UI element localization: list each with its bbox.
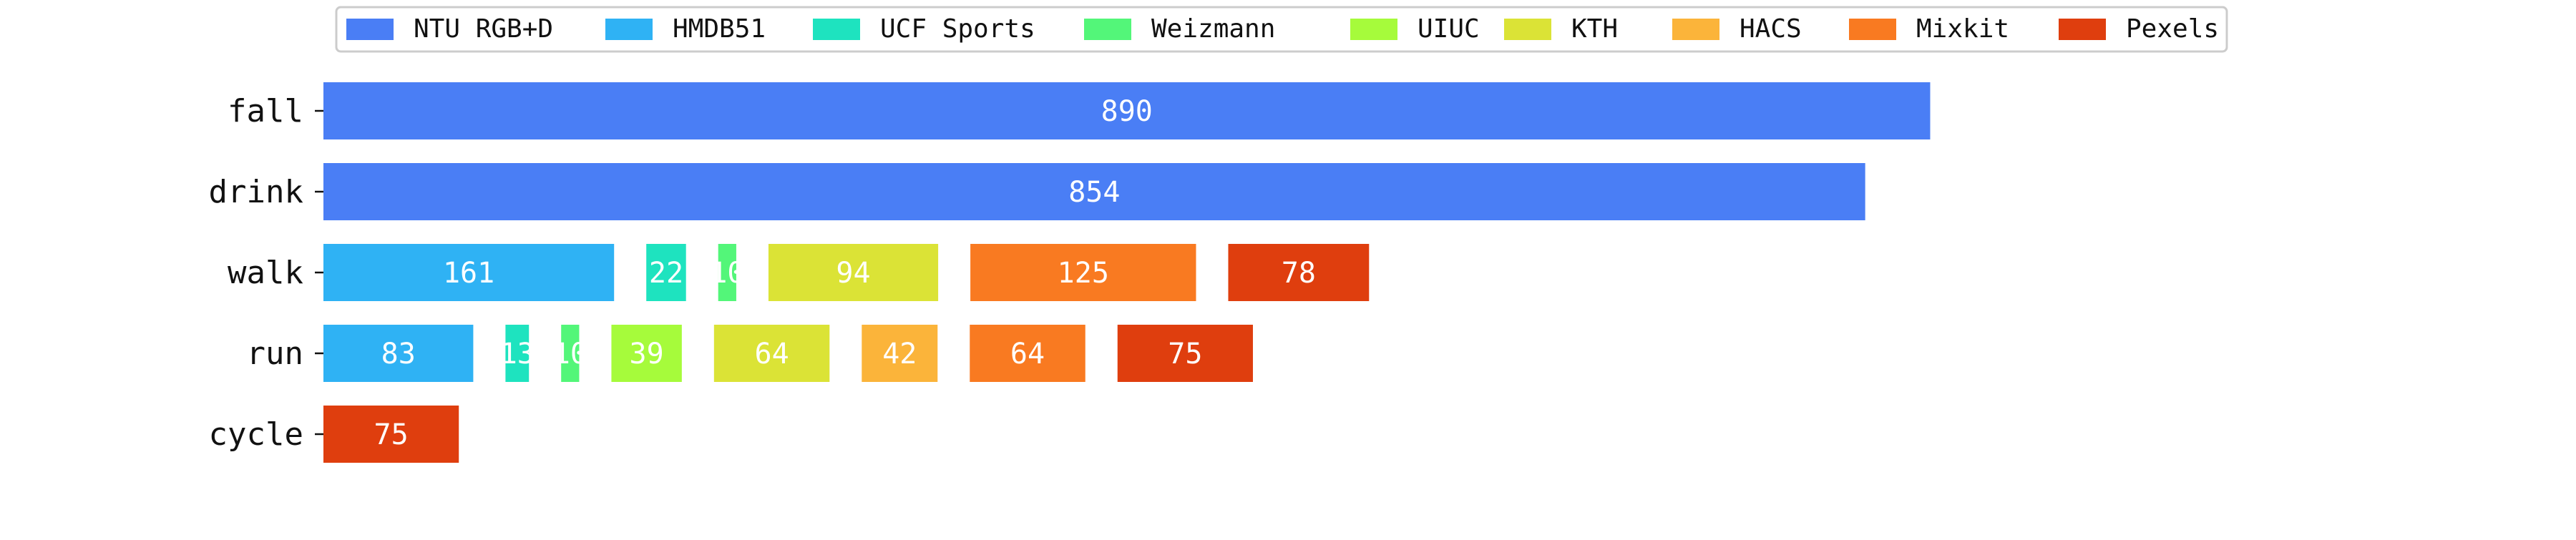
bar-walk-1 [323, 244, 615, 301]
legend-swatch-4 [1350, 19, 1397, 40]
bar-value-walk-3: 10 [710, 257, 744, 290]
legend-label-7: Mixkit [1916, 14, 2009, 44]
bar-value-walk-8: 78 [1282, 257, 1316, 290]
bar-value-cycle-8: 75 [374, 418, 409, 451]
legend-label-2: UCF Sports [880, 14, 1035, 44]
category-label-fall: fall [228, 93, 303, 129]
legend: NTU RGB+D HMDB51 UCF Sports Weizmann UIUC KTH… [335, 6, 2228, 53]
bar-value-walk-7: 125 [1058, 257, 1109, 290]
legend-swatch-0 [346, 19, 394, 40]
bar-run-3 [561, 325, 580, 382]
bar-run-8 [1117, 325, 1253, 382]
bar-value-fall-0: 890 [1101, 95, 1153, 128]
bar-value-walk-2: 22 [649, 257, 683, 290]
bar-value-walk-5: 94 [836, 257, 870, 290]
bar-run-1 [323, 325, 474, 382]
bar-value-run-7: 64 [1010, 338, 1045, 370]
bar-walk-5 [768, 244, 939, 301]
bar-drink-0 [323, 163, 1865, 220]
legend-label-0: NTU RGB+D [414, 14, 553, 44]
bar-run-7 [970, 325, 1085, 382]
category-label-cycle: cycle [209, 416, 303, 453]
y-axis: fall drink walk run cycle [209, 93, 323, 453]
legend-label-6: HACS [1740, 14, 1802, 44]
bar-value-drink-0: 854 [1068, 176, 1120, 209]
bar-run-6 [862, 325, 938, 382]
bar-value-run-5: 64 [754, 338, 789, 370]
bar-value-run-2: 13 [500, 338, 535, 370]
legend-swatch-1 [605, 19, 653, 40]
category-label-walk: walk [228, 255, 303, 291]
bar-value-walk-1: 161 [443, 257, 494, 290]
bar-value-run-4: 39 [630, 338, 664, 370]
legend-label-5: KTH [1571, 14, 1618, 44]
bar-run-2 [505, 325, 530, 382]
bar-walk-3 [718, 244, 736, 301]
legend-swatch-2 [813, 19, 860, 40]
legend-swatch-6 [1672, 19, 1719, 40]
legend-label-8: Pexels [2126, 14, 2219, 44]
bar-value-run-3: 10 [553, 338, 587, 370]
bar-value-run-1: 83 [381, 338, 416, 370]
bar-cycle-8 [323, 406, 459, 463]
bar-run-4 [611, 325, 682, 382]
bar-value-run-6: 42 [882, 338, 917, 370]
legend-swatch-7 [1849, 19, 1896, 40]
bar-walk-7 [970, 244, 1196, 301]
bar-walk-2 [646, 244, 686, 301]
bar-walk-8 [1228, 244, 1370, 301]
bars: 890 854 161 22 10 94 125 78 83 13 10 39 64 42 64 75 75 [323, 82, 1931, 463]
legend-label-3: Weizmann [1151, 14, 1275, 44]
legend-swatch-5 [1504, 19, 1551, 40]
legend-frame [335, 6, 2228, 53]
bar-value-run-8: 75 [1168, 338, 1202, 370]
category-label-drink: drink [209, 174, 303, 210]
legend-label-4: UIUC [1418, 14, 1480, 44]
category-label-run: run [247, 335, 303, 372]
legend-swatch-8 [2059, 19, 2106, 40]
bar-fall-0 [323, 82, 1931, 139]
legend-swatch-3 [1084, 19, 1131, 40]
bar-run-5 [713, 325, 830, 382]
legend-label-1: HMDB51 [673, 14, 766, 44]
